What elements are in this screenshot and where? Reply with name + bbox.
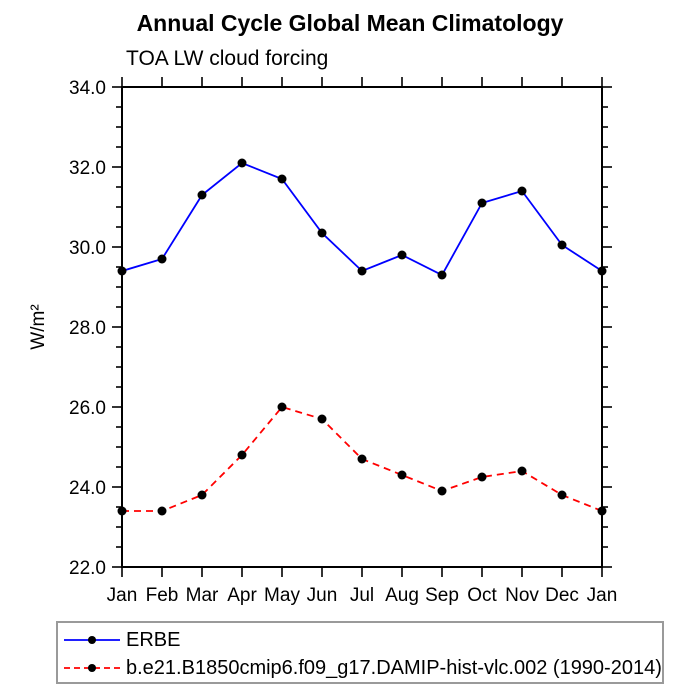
x-tick-label: Mar <box>186 585 219 606</box>
data-point <box>157 254 167 264</box>
axis-frame <box>121 86 603 568</box>
data-point <box>597 506 607 516</box>
y-axis-label: W/m² <box>28 304 49 349</box>
y-tick-label: 34.0 <box>69 78 106 99</box>
data-point <box>557 240 567 250</box>
x-tick-label: Jan <box>107 585 138 606</box>
data-point <box>437 270 447 280</box>
legend-item-erbe: ERBE <box>62 626 662 654</box>
data-point <box>317 414 327 424</box>
y-tick-label: 24.0 <box>69 478 106 499</box>
legend-line-sample-dashed-icon <box>64 664 120 672</box>
x-tick-label: Nov <box>505 585 539 606</box>
y-tick-label: 22.0 <box>69 558 106 579</box>
series-line-0 <box>121 161 603 277</box>
x-tick-label: Jun <box>307 585 338 606</box>
data-point <box>517 186 527 196</box>
data-point <box>237 158 247 168</box>
x-tick-label: Feb <box>146 585 179 606</box>
legend: ERBE b.e21.B1850cmip6.f09_g17.DAMIP-hist… <box>56 621 664 684</box>
data-point <box>397 470 407 480</box>
chart-title: Annual Cycle Global Mean Climatology <box>136 10 564 36</box>
data-point <box>117 266 127 276</box>
legend-line-sample-solid-icon <box>64 636 120 644</box>
data-point <box>197 490 207 500</box>
y-tick-label: 26.0 <box>69 398 106 419</box>
legend-marker-dot-icon <box>88 636 96 644</box>
data-point <box>437 486 447 496</box>
data-point <box>197 190 207 200</box>
data-point <box>317 228 327 238</box>
legend-label-model: b.e21.B1850cmip6.f09_g17.DAMIP-hist-vlc.… <box>126 656 662 679</box>
data-point <box>157 506 167 516</box>
data-point <box>517 466 527 476</box>
data-point <box>357 454 367 464</box>
x-tick-label: Jan <box>587 585 618 606</box>
x-tick-label: May <box>264 585 300 606</box>
data-point <box>477 198 487 208</box>
x-tick-label: Sep <box>425 585 459 606</box>
y-tick-label: 30.0 <box>69 238 106 259</box>
legend-marker-dot-icon <box>88 664 96 672</box>
x-tick-label: Oct <box>467 585 497 606</box>
data-point <box>597 266 607 276</box>
data-point <box>237 450 247 460</box>
data-point <box>357 266 367 276</box>
x-tick-label: Apr <box>227 585 257 606</box>
x-tick-label: Jul <box>350 585 374 606</box>
x-tick-label: Dec <box>545 585 579 606</box>
chart-subtitle: TOA LW cloud forcing <box>126 47 329 70</box>
data-point <box>477 472 487 482</box>
data-point <box>117 506 127 516</box>
y-tick-label: 28.0 <box>69 318 106 339</box>
legend-item-model: b.e21.B1850cmip6.f09_g17.DAMIP-hist-vlc.… <box>62 654 662 682</box>
data-point <box>397 250 407 260</box>
y-tick-label: 32.0 <box>69 158 106 179</box>
data-point <box>557 490 567 500</box>
legend-label-erbe: ERBE <box>126 628 181 651</box>
data-point <box>277 402 287 412</box>
data-point <box>277 174 287 184</box>
x-tick-label: Aug <box>385 585 419 606</box>
